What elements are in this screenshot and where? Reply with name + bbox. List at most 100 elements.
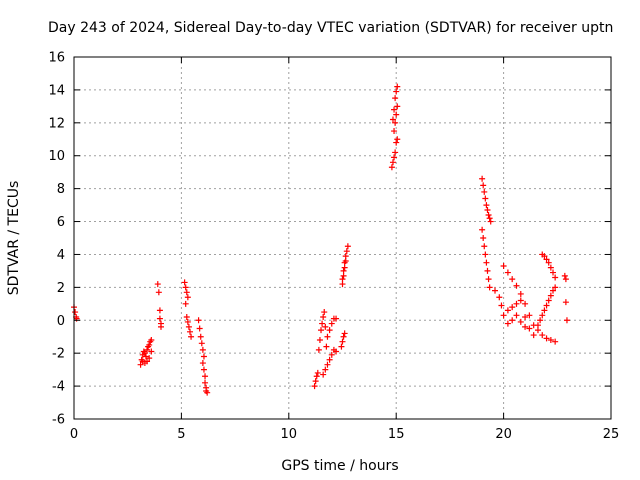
data-point bbox=[537, 317, 544, 324]
data-point bbox=[339, 276, 346, 283]
data-point bbox=[541, 307, 548, 314]
data-point bbox=[343, 248, 350, 255]
data-point bbox=[550, 287, 557, 294]
data-point bbox=[522, 313, 529, 320]
data-point bbox=[392, 95, 399, 102]
data-point bbox=[522, 300, 529, 307]
data-point bbox=[517, 297, 524, 304]
x-tick-label: 15 bbox=[388, 427, 405, 442]
data-point bbox=[479, 226, 486, 233]
data-point bbox=[541, 253, 548, 260]
data-point bbox=[141, 350, 148, 357]
data-point bbox=[485, 211, 492, 218]
data-point bbox=[328, 320, 335, 327]
series-sat-g bbox=[320, 315, 340, 378]
data-point bbox=[547, 292, 554, 299]
data-point bbox=[552, 274, 559, 281]
data-point bbox=[340, 333, 347, 340]
y-tick-label: 10 bbox=[48, 149, 65, 164]
data-point bbox=[326, 356, 333, 363]
data-point bbox=[320, 313, 327, 320]
data-point bbox=[484, 207, 491, 214]
data-point bbox=[312, 378, 319, 385]
y-tick-label: 0 bbox=[57, 314, 65, 329]
x-tick-label: 10 bbox=[281, 427, 298, 442]
series-sat-m bbox=[500, 262, 537, 330]
data-point bbox=[394, 136, 401, 143]
series-sat-i bbox=[339, 243, 351, 283]
data-point bbox=[137, 361, 144, 368]
data-point bbox=[500, 262, 507, 269]
y-tick-label: 8 bbox=[57, 182, 65, 197]
data-point bbox=[202, 373, 209, 380]
data-point bbox=[547, 264, 554, 271]
y-tick-label: -2 bbox=[52, 347, 65, 362]
data-point bbox=[319, 320, 326, 327]
data-point bbox=[513, 282, 520, 289]
x-tick-label: 20 bbox=[495, 427, 512, 442]
series-sat-o bbox=[539, 251, 559, 281]
data-point bbox=[539, 332, 546, 339]
data-point bbox=[318, 327, 325, 334]
data-point bbox=[202, 379, 209, 386]
data-point bbox=[156, 307, 163, 314]
data-point bbox=[182, 284, 189, 291]
data-point bbox=[148, 337, 155, 344]
data-point bbox=[526, 325, 533, 332]
series-sat-d bbox=[181, 279, 195, 340]
data-point bbox=[197, 333, 204, 340]
data-point bbox=[547, 337, 554, 344]
data-point bbox=[504, 320, 511, 327]
data-point bbox=[154, 281, 161, 288]
series-sat-j bbox=[388, 83, 401, 171]
series-sat-e bbox=[195, 317, 211, 396]
data-point bbox=[195, 317, 202, 324]
data-point bbox=[522, 323, 529, 330]
data-point bbox=[389, 159, 396, 166]
data-point bbox=[155, 289, 162, 296]
data-point bbox=[391, 106, 398, 113]
data-point bbox=[333, 348, 340, 355]
data-point bbox=[485, 276, 492, 283]
data-point bbox=[392, 149, 399, 156]
x-tick-label: 25 bbox=[603, 427, 620, 442]
data-point bbox=[391, 128, 398, 135]
data-point bbox=[504, 269, 511, 276]
y-tick-label: -6 bbox=[52, 413, 65, 428]
data-point bbox=[498, 302, 505, 309]
data-point bbox=[320, 371, 327, 378]
data-point bbox=[326, 327, 333, 334]
data-point bbox=[513, 312, 520, 319]
data-point bbox=[500, 312, 507, 319]
series-sat-p bbox=[561, 272, 570, 324]
data-point bbox=[543, 256, 550, 263]
data-point bbox=[539, 312, 546, 319]
data-point bbox=[492, 287, 499, 294]
series-sat-a bbox=[71, 304, 80, 322]
data-point bbox=[526, 312, 533, 319]
y-tick-label: 6 bbox=[57, 215, 65, 230]
data-point bbox=[550, 269, 557, 276]
data-point bbox=[562, 299, 569, 306]
data-point bbox=[543, 302, 550, 309]
data-point bbox=[487, 218, 494, 225]
data-point bbox=[204, 389, 211, 396]
x-axis-label: GPS time / hours bbox=[281, 458, 398, 474]
y-tick-label: 2 bbox=[57, 281, 65, 296]
data-point bbox=[340, 267, 347, 274]
x-tick-label: 0 bbox=[70, 427, 78, 442]
data-point bbox=[534, 322, 541, 329]
data-point bbox=[181, 279, 188, 286]
data-point bbox=[545, 297, 552, 304]
y-tick-label: -4 bbox=[52, 380, 65, 395]
data-point bbox=[316, 337, 323, 344]
data-point bbox=[509, 276, 516, 283]
data-point bbox=[139, 358, 146, 365]
data-point bbox=[394, 103, 401, 110]
data-point bbox=[146, 355, 153, 362]
data-point bbox=[182, 300, 189, 307]
data-point bbox=[322, 366, 329, 373]
data-point bbox=[148, 348, 155, 355]
data-point bbox=[479, 175, 486, 182]
